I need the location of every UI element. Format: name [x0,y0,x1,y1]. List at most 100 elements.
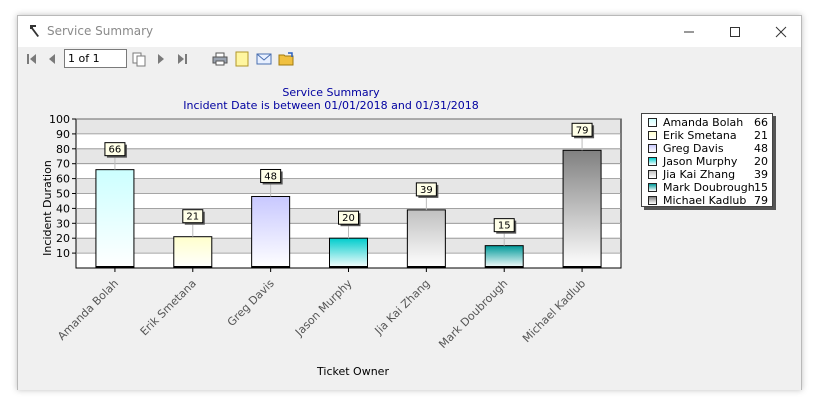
data-label: 48 [264,171,277,182]
y-tick-label: 60 [56,173,70,186]
plot-band [76,163,621,179]
legend-swatch [648,170,657,179]
legend-entry: Jia Kai Zhang 39 [646,168,768,181]
data-label-box [104,142,126,157]
prev-page-icon[interactable] [44,51,60,67]
legend-swatch [648,144,657,153]
data-label-box [493,218,515,233]
plot-band [76,148,621,164]
y-tick-label: 90 [56,128,70,141]
plot-band [76,178,621,194]
data-label: 66 [109,145,122,156]
y-tick-label: 10 [56,247,70,260]
legend-entry: Erik Smetana 21 [646,129,768,142]
report-window: Service Summary [17,15,802,390]
y-tick-label: 100 [49,113,70,126]
close-button[interactable] [758,16,804,47]
legend-entry: Michael Kadlub 79 [646,194,768,207]
y-tick-label: 80 [56,143,70,156]
bar [95,169,135,269]
title-bar: Service Summary [18,16,801,47]
window-title: Service Summary [47,24,154,38]
legend-swatch [648,131,657,140]
report-toolbar [18,47,801,72]
legend-label: Amanda Bolah [663,116,744,129]
legend-entry: Greg Davis 48 [646,142,768,155]
legend-swatch [648,157,657,166]
y-axis-label: Incident Duration [41,160,54,256]
bar [484,245,524,269]
envelope-icon[interactable] [256,51,272,67]
copy-icon[interactable] [131,51,147,67]
x-tick-label: Erik Smetana [138,277,199,338]
bars: 66 21 48 20 39 15 79 [95,122,602,269]
x-tick-label: Amanda Bolah [55,277,121,343]
plot-band [76,133,621,149]
legend-label: Michael Kadlub [663,194,747,207]
last-page-icon[interactable] [174,51,190,67]
minimize-icon [684,31,694,33]
printer-icon[interactable] [212,51,228,67]
chart-legend: Amanda Bolah 66 Erik Smetana 21 Greg Davis 48… [641,113,773,207]
legend-value: 66 [754,116,768,129]
legend-label: Mark Doubrough [663,181,755,194]
data-label: 21 [186,212,199,223]
legend-swatch [648,183,657,192]
data-label-box [571,122,593,137]
x-tick-label: Michael Kadlub [520,277,588,345]
x-tick-label: Jason Murphy [292,277,355,340]
x-axis-label: Ticket Owner [316,365,389,378]
bar [562,149,602,269]
data-label-box [415,182,437,197]
legend-entry: Jason Murphy 20 [646,155,768,168]
first-page-icon[interactable] [24,51,40,67]
note-icon[interactable] [234,51,250,67]
data-label: 15 [498,221,511,232]
report-content: Service Summary Incident Date is between… [18,72,801,390]
app-icon [30,25,39,37]
legend-swatch [648,118,657,127]
close-icon [775,26,787,38]
maximize-button[interactable] [712,16,758,47]
chart-title: Service Summary [282,86,380,99]
maximize-icon [730,27,740,37]
y-tick-label: 30 [56,217,70,230]
bar [406,209,446,269]
data-label: 39 [420,185,433,196]
y-tick-label: 70 [56,158,70,171]
plot-band [76,193,621,209]
legend-value: 20 [754,155,768,168]
data-label: 79 [576,125,589,136]
page-number-input[interactable] [64,49,127,68]
bar-chart: Service Summary Incident Date is between… [41,86,622,378]
plot-band [76,119,621,134]
bar [251,195,291,269]
legend-label: Erik Smetana [663,129,737,142]
y-tick-label: 40 [56,202,70,215]
legend-entry: Amanda Bolah 66 [646,116,768,129]
x-tick-label: Mark Doubrough [436,277,510,351]
legend-value: 39 [754,168,768,181]
next-page-icon[interactable] [153,51,169,67]
data-label: 20 [342,213,355,224]
legend-value: 15 [754,181,768,194]
legend-entry: Mark Doubrough 15 [646,181,768,194]
legend-label: Jason Murphy [663,155,738,168]
data-label-box [338,210,359,225]
minimize-button[interactable] [666,16,712,47]
bar [173,236,213,269]
x-tick-label: Greg Davis [225,277,277,329]
chart-subtitle: Incident Date is between 01/01/2018 and … [183,99,478,112]
data-label-box [182,209,204,224]
bar [329,237,368,269]
y-tick-label: 20 [56,232,70,245]
x-tick-label: Jia Kai Zhang [372,277,433,338]
legend-value: 21 [754,129,768,142]
legend-value: 48 [754,142,768,155]
legend-swatch [648,196,657,205]
data-label-box [260,168,282,183]
folder-icon[interactable] [278,51,294,67]
x-axis: Amanda Bolah Erik Smetana Greg Davis Jason … [55,268,588,351]
legend-label: Jia Kai Zhang [663,168,736,181]
y-tick-label: 50 [56,188,70,201]
